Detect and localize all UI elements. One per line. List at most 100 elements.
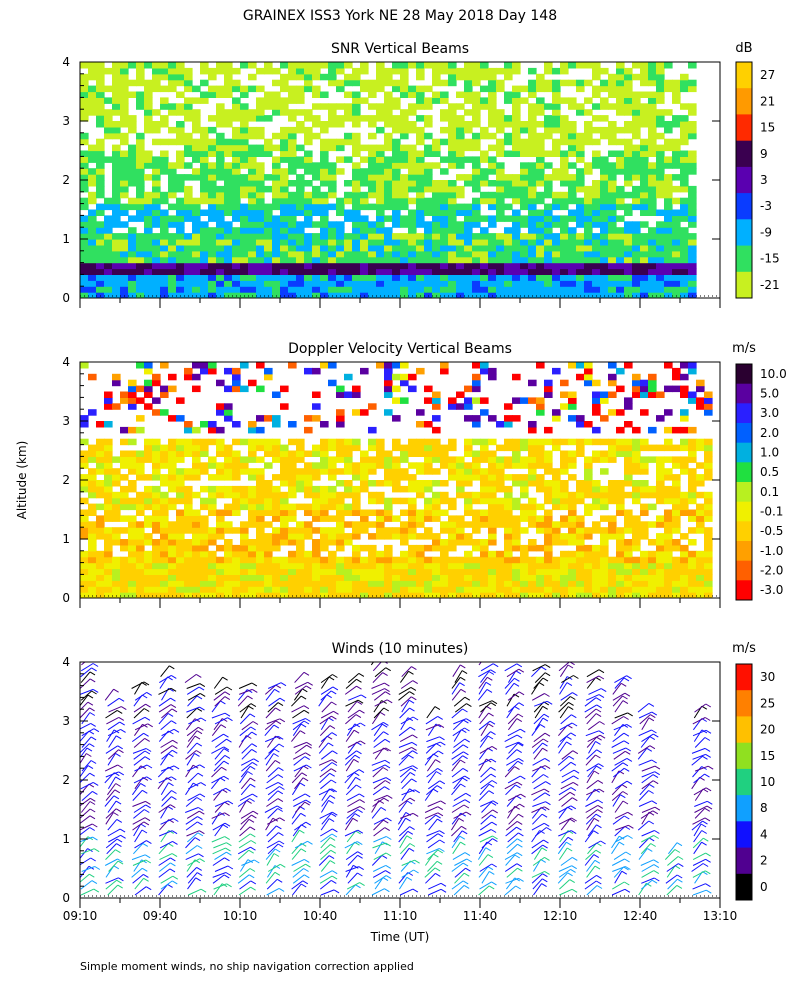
heatmap-cell	[168, 527, 177, 534]
heatmap-cell	[296, 85, 305, 93]
heatmap-cell	[536, 456, 545, 463]
heatmap-cell	[288, 197, 297, 205]
heatmap-cell	[88, 85, 97, 93]
heatmap-cell	[384, 385, 393, 393]
heatmap-cell	[384, 256, 393, 264]
heatmap-cell	[376, 85, 385, 93]
heatmap-cell	[192, 221, 201, 228]
heatmap-cell	[640, 533, 649, 540]
heatmap-cell	[408, 450, 417, 457]
heatmap-cell	[672, 268, 681, 275]
heatmap-cell	[584, 121, 593, 128]
heatmap-cell	[464, 67, 473, 75]
heatmap-cell	[264, 91, 273, 98]
heatmap-cell	[344, 503, 353, 511]
heatmap-cell	[120, 462, 129, 469]
heatmap-cell	[440, 203, 449, 211]
heatmap-cell	[216, 403, 225, 410]
wind-barb	[104, 764, 118, 772]
heatmap-cell	[592, 409, 601, 416]
heatmap-cell	[448, 109, 457, 116]
heatmap-cell	[640, 286, 649, 293]
heatmap-cell	[504, 556, 513, 564]
heatmap-cell	[568, 209, 577, 216]
heatmap-cell	[656, 468, 665, 475]
heatmap-cell	[88, 592, 97, 598]
heatmap-cell	[264, 138, 273, 146]
heatmap-cell	[600, 174, 609, 181]
heatmap-cell	[600, 79, 609, 87]
heatmap-cell	[280, 144, 289, 152]
wind-barb	[81, 712, 91, 725]
heatmap-cell	[304, 292, 313, 298]
heatmap-cell	[520, 474, 529, 481]
heatmap-cell	[464, 444, 473, 452]
heatmap-cell	[400, 91, 409, 98]
wind-barb-flag	[144, 750, 151, 755]
wind-barb	[133, 750, 146, 760]
heatmap-cell	[392, 250, 401, 258]
wind-barb	[104, 688, 114, 701]
heatmap-cell	[216, 409, 225, 416]
heatmap-cell	[176, 262, 185, 270]
heatmap-cell	[208, 168, 217, 175]
heatmap-cell	[496, 580, 505, 587]
heatmap-cell	[464, 474, 473, 481]
heatmap-cell	[280, 203, 289, 211]
heatmap-cell	[104, 403, 113, 410]
heatmap-cell	[256, 362, 265, 369]
heatmap-cell	[160, 568, 169, 575]
heatmap-cell	[272, 527, 281, 534]
wind-barb	[132, 821, 145, 831]
wind-barb-flag	[113, 865, 120, 870]
heatmap-cell	[584, 250, 593, 258]
heatmap-cell	[280, 403, 289, 410]
heatmap-cell	[672, 97, 681, 104]
heatmap-cell	[352, 138, 361, 146]
heatmap-cell	[504, 485, 513, 493]
heatmap-cell	[320, 456, 329, 463]
heatmap-cell	[136, 91, 145, 98]
heatmap-cell	[248, 497, 257, 505]
heatmap-cell	[104, 250, 113, 258]
heatmap-cell	[680, 550, 689, 558]
heatmap-cell	[472, 568, 481, 575]
wind-barb	[211, 836, 225, 843]
heatmap-cell	[368, 580, 377, 587]
heatmap-cell	[280, 168, 289, 175]
heatmap-cell	[608, 580, 617, 587]
heatmap-cell	[672, 544, 681, 552]
heatmap-cell	[120, 233, 129, 240]
heatmap-cell	[336, 227, 345, 234]
heatmap-cell	[536, 592, 545, 598]
heatmap-cell	[704, 556, 713, 564]
heatmap-cell	[608, 227, 617, 234]
heatmap-cell	[120, 568, 129, 575]
heatmap-cell	[656, 550, 665, 558]
heatmap-cell	[464, 250, 473, 258]
heatmap-cell	[672, 367, 681, 375]
wind-barb	[106, 783, 117, 796]
heatmap-cell	[112, 156, 121, 163]
heatmap-cell	[400, 256, 409, 264]
wind-barb	[188, 782, 202, 790]
heatmap-cell	[288, 109, 297, 116]
heatmap-cell	[568, 497, 577, 505]
heatmap-cell	[296, 444, 305, 452]
heatmap-cell	[248, 250, 257, 258]
heatmap-cell	[592, 156, 601, 163]
heatmap-cell	[560, 215, 569, 222]
wind-barb-flag	[194, 837, 201, 842]
heatmap-cell	[464, 97, 473, 104]
heatmap-cell	[576, 180, 585, 187]
heatmap-cell	[184, 586, 193, 593]
heatmap-cell	[280, 256, 289, 264]
heatmap-cell	[112, 185, 121, 193]
heatmap-cell	[160, 480, 169, 487]
heatmap-cell	[528, 227, 537, 234]
heatmap-cell	[640, 262, 649, 270]
heatmap-cell	[192, 115, 201, 122]
heatmap-cell	[200, 468, 209, 475]
heatmap-cell	[256, 268, 265, 275]
heatmap-cell	[656, 79, 665, 87]
